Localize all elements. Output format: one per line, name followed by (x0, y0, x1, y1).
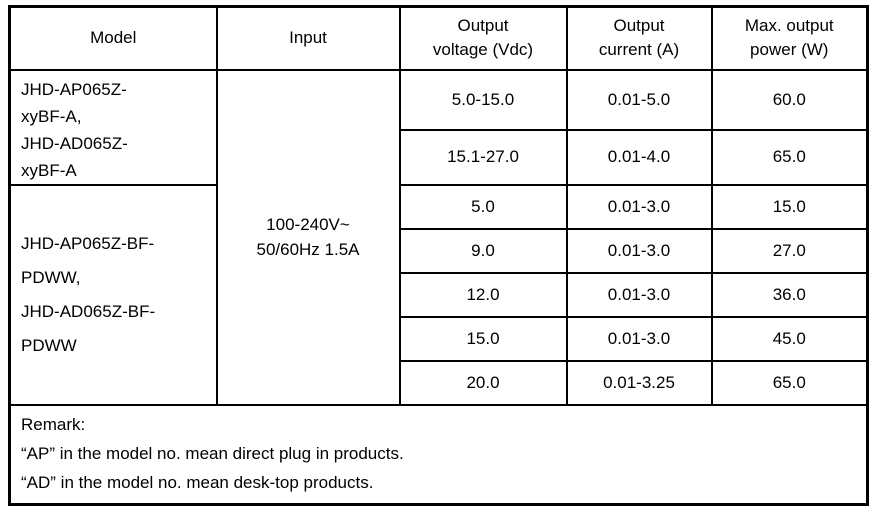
table-row: 15.0 0.01-3.0 45.0 (10, 315, 869, 362)
voltage-cell: 12.0 (398, 271, 568, 318)
remark-row: Remark: “AP” in the model no. mean direc… (8, 403, 869, 505)
col-header-output-current: Output current (A) (565, 5, 713, 71)
col-header-input: Input (215, 5, 401, 71)
voltage-cell: 5.0 (398, 183, 568, 230)
remark-cell: Remark: “AP” in the model no. mean direc… (8, 403, 869, 505)
col-header-model: Model (8, 5, 218, 71)
table-row: JHD-AP065Z-BF- PDWW, JHD-AD065Z-BF- PDWW… (8, 183, 869, 406)
model-cell-group-1: JHD-AP065Z- xyBF-A, JHD-AD065Z- xyBF-A (8, 68, 218, 186)
table-row: 9.0 0.01-3.0 27.0 (10, 227, 869, 274)
voltage-cell: 15.0 (398, 315, 568, 362)
table-row: JHD-AP065Z- xyBF-A, JHD-AD065Z- xyBF-A 1… (8, 68, 869, 406)
input-cell: 100-240V~ 50/60Hz 1.5A (215, 68, 401, 406)
table-row: 12.0 0.01-3.0 36.0 (10, 271, 869, 318)
voltage-cell: 20.0 (398, 359, 568, 406)
voltage-cell: 15.1-27.0 (398, 129, 568, 186)
power-cell: 60.0 (710, 68, 869, 132)
col-header-max-output-power: Max. output power (W) (710, 5, 869, 71)
power-spec-table: Model Input Output voltage (Vdc) Output … (8, 5, 869, 506)
current-cell: 0.01-3.25 (565, 359, 713, 406)
col-header-output-voltage: Output voltage (Vdc) (398, 5, 568, 71)
table-row: 20.0 0.01-3.25 65.0 (10, 359, 869, 406)
power-cell: 27.0 (710, 227, 869, 274)
current-cell: 0.01-4.0 (565, 129, 713, 186)
header-row: Model Input Output voltage (Vdc) Output … (8, 5, 869, 71)
table-row: 15.1-27.0 0.01-4.0 65.0 (10, 129, 869, 186)
model-cell-group-2: JHD-AP065Z-BF- PDWW, JHD-AD065Z-BF- PDWW (8, 183, 218, 406)
power-cell: 65.0 (710, 359, 869, 406)
power-cell: 15.0 (710, 183, 869, 230)
power-cell: 65.0 (710, 129, 869, 186)
current-cell: 0.01-3.0 (565, 271, 713, 318)
current-cell: 0.01-5.0 (565, 68, 713, 132)
power-cell: 45.0 (710, 315, 869, 362)
power-cell: 36.0 (710, 271, 869, 318)
current-cell: 0.01-3.0 (565, 183, 713, 230)
current-cell: 0.01-3.0 (565, 227, 713, 274)
current-cell: 0.01-3.0 (565, 315, 713, 362)
voltage-cell: 5.0-15.0 (398, 68, 568, 132)
voltage-cell: 9.0 (398, 227, 568, 274)
